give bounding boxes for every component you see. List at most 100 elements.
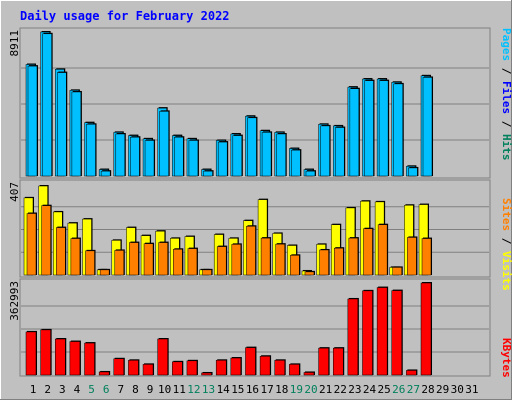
pages-bar [115,133,126,177]
x-tick-label: 21 [319,383,332,396]
pages-bar [86,124,96,177]
kbytes-bar [69,341,81,376]
kbytes-bar [98,371,110,376]
sites-bar [187,248,198,276]
pages-bar [71,91,82,177]
x-tick-label: 2 [44,383,51,396]
kbytes-bar [376,287,388,376]
kbytes-bar [362,290,373,376]
x-tick-label: 30 [451,383,464,396]
panel-bars [23,185,433,276]
sites-bar [143,243,154,276]
pages-bar [27,65,38,177]
x-tick-label: 19 [290,383,303,396]
panel-border [19,27,491,179]
x-tick-label: 16 [246,383,259,396]
kbytes-bar [201,372,212,376]
sites-bar [26,213,37,276]
sites-bar [56,227,66,276]
x-tick-label: 5 [88,383,95,396]
x-tick-label: 26 [392,383,405,396]
pages-bar [159,111,169,177]
x-tick-label: 28 [421,383,434,396]
y-max-label: 8911 [8,30,21,57]
sites-bar [216,246,227,276]
x-tick-label: 8 [132,383,139,396]
x-tick-label: 17 [260,383,273,396]
kbytes-bar [318,347,329,376]
sites-bar [377,224,388,276]
sites-bar [304,271,315,276]
pages-bar [42,33,52,177]
kbytes-bar [55,338,66,376]
pages-bar [320,125,330,177]
kbytes-bar [332,347,344,376]
kbytes-bar [186,360,198,376]
sites-bar [407,237,417,276]
legend-right: KBytes [500,338,512,378]
y-max-label: 362993 [8,281,21,321]
kbytes-bar [420,282,432,376]
x-tick-label: 24 [363,383,377,396]
sites-bar [319,249,329,276]
pages-bar [408,167,418,177]
sites-bar [348,237,359,276]
pages-bar [144,140,155,177]
sites-bar [202,269,212,276]
legend-right: Pages / Files / Hits [500,28,512,161]
panel-border [19,278,491,377]
x-tick-label: 31 [465,383,478,396]
legend-sep-1: / [500,68,512,75]
legend-pages: Pages [500,28,512,61]
sites-bar [275,243,285,276]
sites-bar [85,250,95,276]
panel-bars [25,282,433,376]
x-tick-label: 9 [147,383,154,396]
x-tick-label: 7 [117,383,124,396]
x-tick-label: 14 [217,383,231,396]
x-tick-label: 27 [407,383,420,396]
sites-bar [173,249,183,276]
x-tick-label: 18 [275,383,288,396]
pages-bar [232,135,243,177]
legend-hits: Hits [500,134,512,161]
chart-title: Daily usage for February 2022 [20,9,230,23]
kbytes-bar [259,355,271,376]
x-tick-label: 6 [103,383,110,396]
pages-bar [188,140,199,177]
x-tick-label: 4 [74,383,81,396]
x-tick-label: 15 [231,383,244,396]
x-tick-label: 10 [158,383,171,396]
x-tick-label: 11 [173,383,186,396]
pages-bar [305,170,316,177]
pages-bar [422,77,433,177]
kbytes-bar [172,361,183,376]
sites-bar [260,237,271,276]
x-tick-label: 13 [202,383,215,396]
y-max-label: 407 [8,182,21,202]
legend-visits: Visits [500,251,512,291]
pages-bar [334,127,345,177]
kbytes-bar [406,370,417,376]
x-tick-label: 20 [304,383,317,396]
kbytes-bar [40,329,51,376]
pages-bar [378,80,389,177]
kbytes-bar [391,290,402,376]
hits-files-pages-panel: 8911 Pages / Files / Hits [8,27,512,179]
sites-bar [70,238,81,276]
sites-bar [421,238,432,276]
sites-bar [41,205,51,276]
legend-sep-1: / [500,238,512,245]
pages-bar [261,132,272,177]
sites-bar [333,247,344,276]
pages-bar [247,117,257,177]
kbytes-bar [25,331,37,376]
legend-kbytes: KBytes [500,338,512,378]
sites-bar [129,242,139,276]
kbytes-bar [128,360,139,376]
pages-bar [349,88,360,177]
pages-bar [393,83,403,177]
kbytes-bar [347,298,359,376]
